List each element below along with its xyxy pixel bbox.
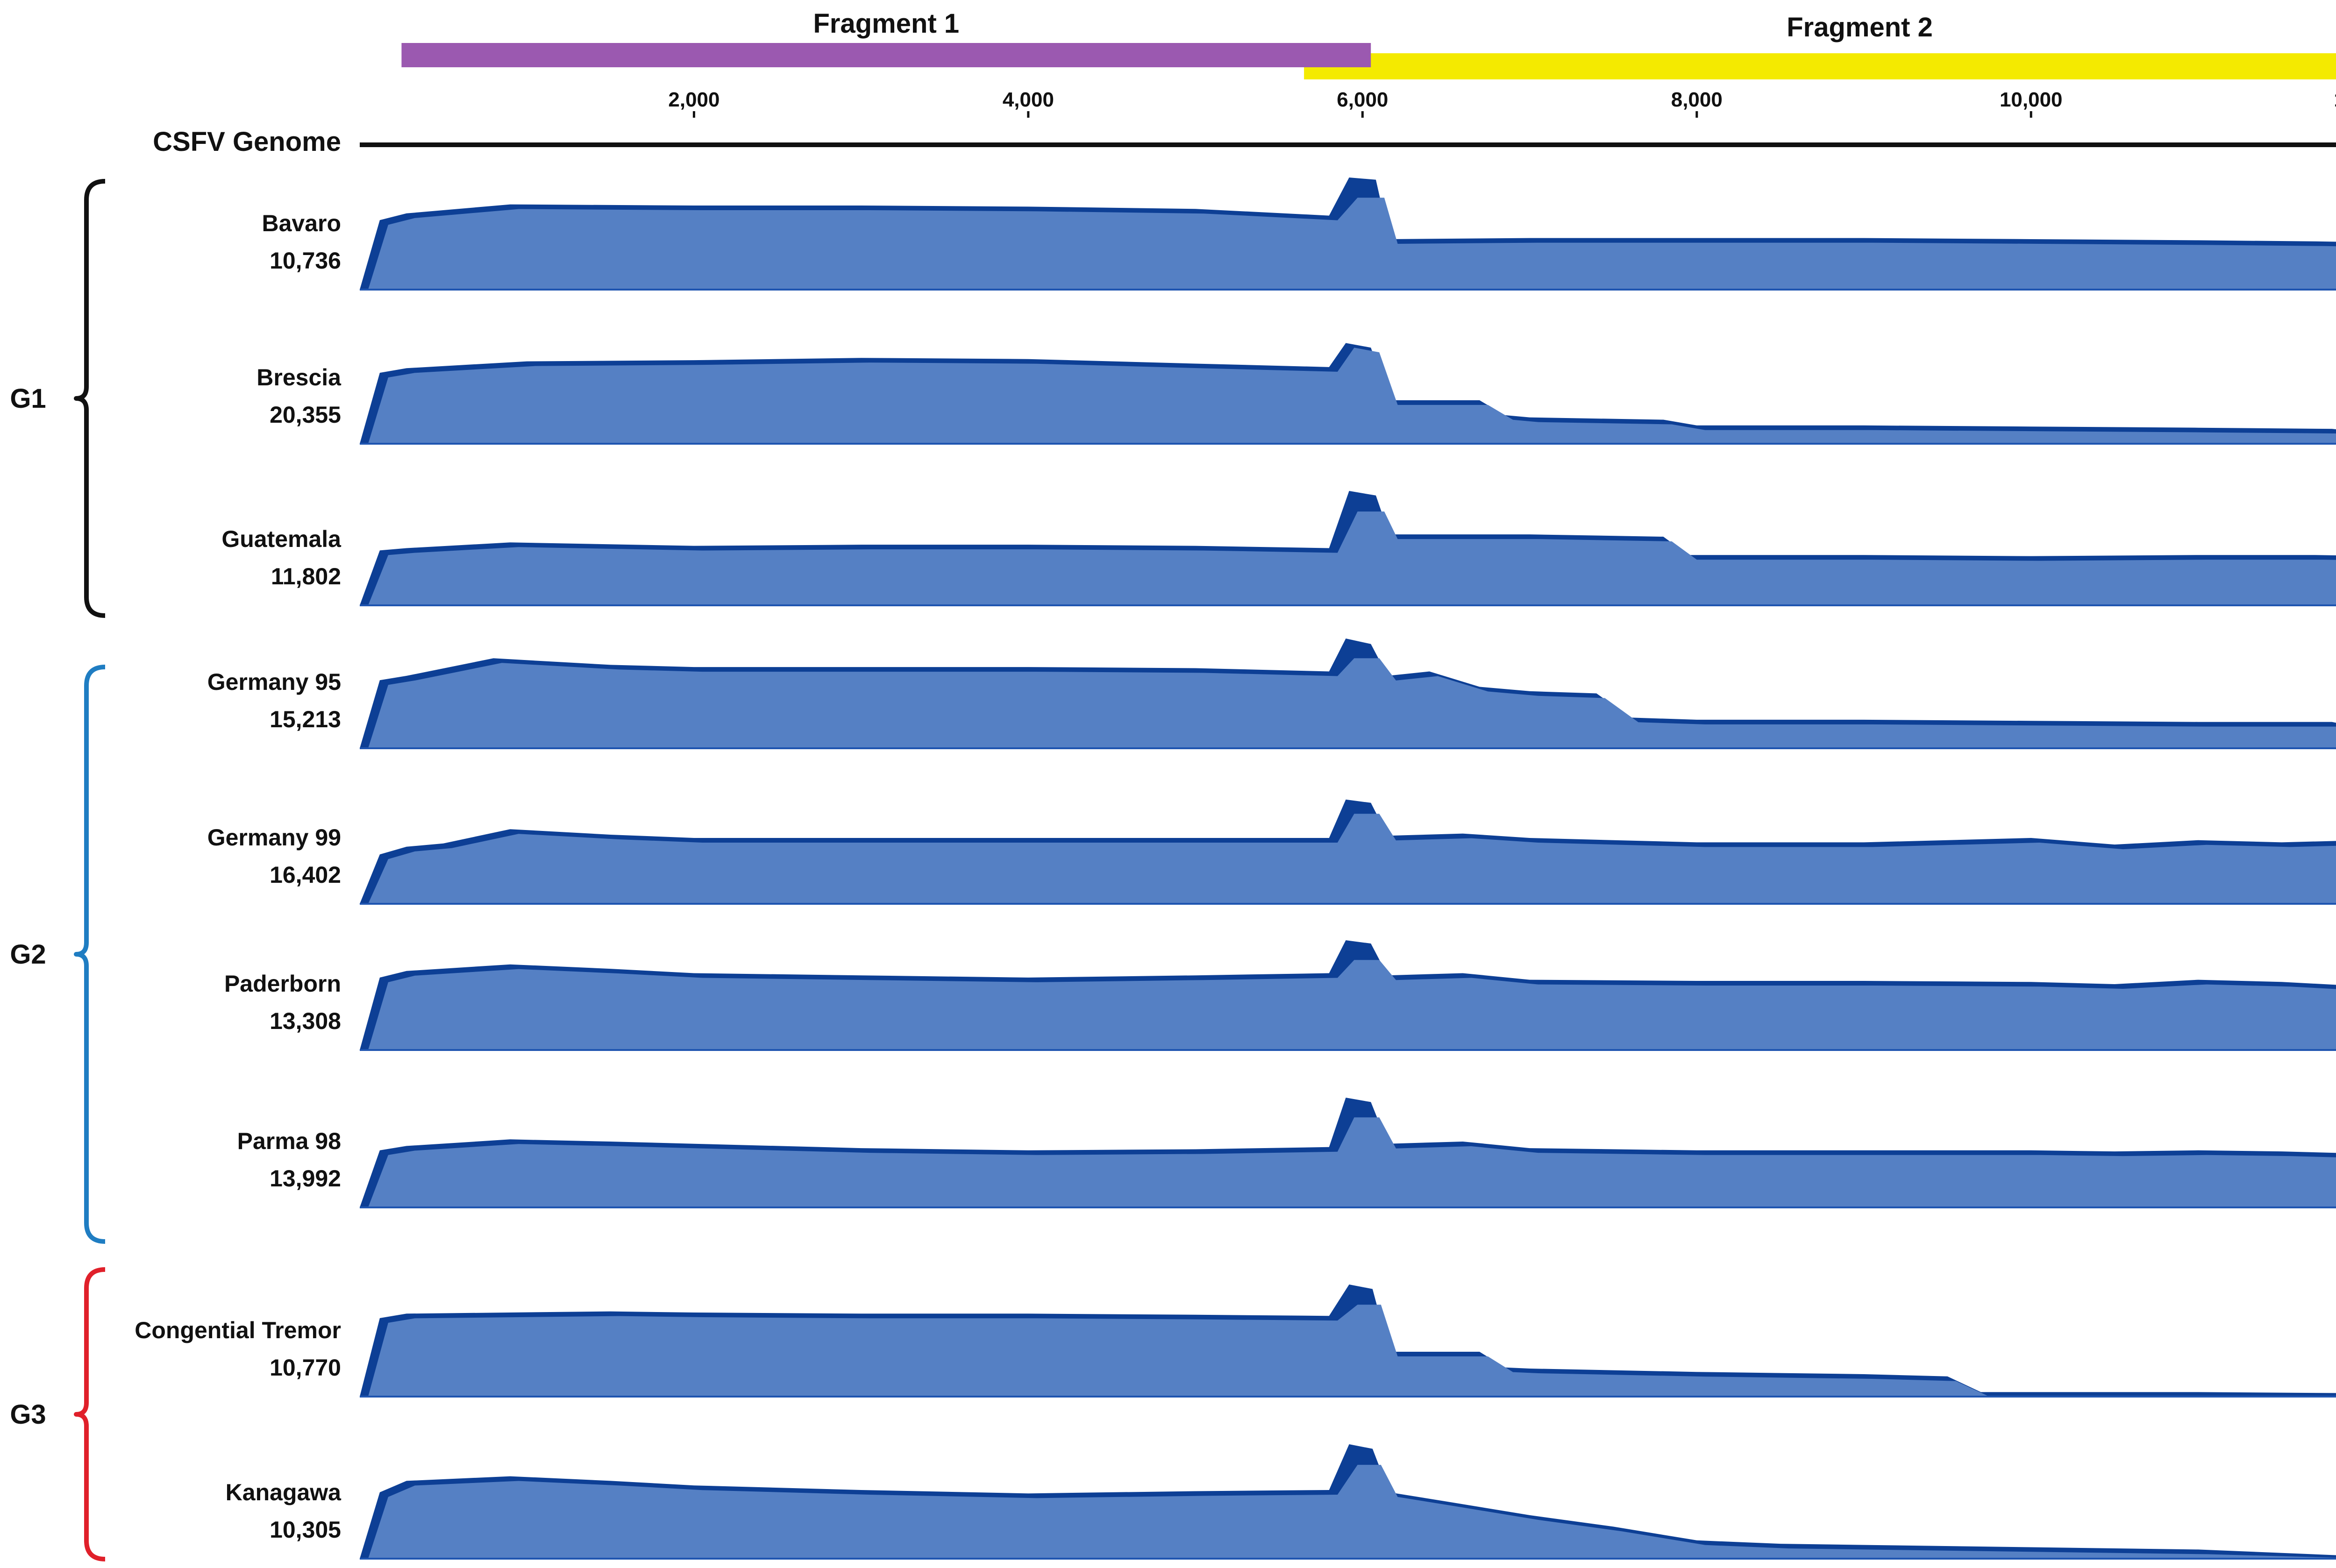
group-bracket-g3: G3: [10, 1267, 106, 1561]
coverage-area-guatemala: [368, 511, 2336, 605]
fragment-bar-1: [401, 43, 1371, 67]
x-tick-label: 6,000: [1337, 88, 1388, 111]
group-label-g1: G1: [10, 383, 46, 414]
sample-name-label: Congential Tremor: [135, 1317, 341, 1343]
fragment-label-1: Fragment 1: [813, 8, 960, 39]
track-brescia: Brescia 20,355: [256, 343, 2336, 445]
track-kanagawa: Kanagawa 10,305: [226, 1444, 2336, 1560]
read-count-label: 10,305: [270, 1517, 341, 1543]
read-count-label: 11,802: [271, 563, 341, 589]
read-count-label: 13,308: [270, 1008, 341, 1034]
series-layer: Bavaro 10,736 Brescia 20,355 Guatemala 11,802…: [135, 177, 2336, 1560]
sample-name-label: Paderborn: [224, 971, 341, 997]
read-count-label: 10,770: [270, 1355, 341, 1381]
track-germany-99: Germany 99 16,402: [207, 799, 2336, 905]
coverage-area-germany-95: [368, 658, 2336, 748]
group-bracket-line: [74, 179, 106, 618]
group-bracket-g2: G2: [10, 665, 106, 1244]
x-tick-label: 12,000: [2334, 88, 2336, 111]
track-bavaro: Bavaro 10,736: [262, 177, 2336, 291]
sample-name-label: Kanagawa: [226, 1479, 342, 1505]
sample-name-label: Germany 99: [207, 824, 341, 851]
fragment-label-2: Fragment 2: [1787, 12, 1933, 43]
read-count-label: 15,213: [270, 706, 341, 732]
x-tick-label: 2,000: [668, 88, 719, 111]
track-germany-95: Germany 95 15,213: [207, 639, 2336, 749]
coverage-area-kanagawa: [368, 1465, 2336, 1559]
x-tick-label: 4,000: [1003, 88, 1054, 111]
x-tick-label: 8,000: [1671, 88, 1723, 111]
read-count-label: 20,355: [270, 402, 341, 428]
sample-name-label: Parma 98: [237, 1128, 341, 1154]
coverage-area-parma-98: [368, 1117, 2336, 1207]
read-count-label: 16,402: [270, 862, 341, 888]
track-paderborn: Paderborn 13,308: [224, 940, 2336, 1051]
sample-name-label: Guatemala: [221, 526, 342, 552]
read-count-label: 10,736: [270, 248, 341, 274]
track-guatemala: Guatemala 11,802: [221, 491, 2336, 606]
coverage-area-brescia: [368, 348, 2336, 444]
coverage-area-bavaro: [368, 198, 2336, 290]
genome-axis: CSFV Genome 2,000 4,000 6,000 8,000 10,000 12…: [153, 88, 2336, 157]
genome-axis-label: CSFV Genome: [153, 127, 341, 157]
sample-name-label: Brescia: [256, 364, 342, 390]
group-bracket-line: [74, 665, 106, 1244]
group-label-g2: G2: [10, 939, 46, 970]
track-congential-tremor: Congential Tremor 10,770: [135, 1284, 2336, 1398]
fragment-bar-2: [1304, 53, 2336, 79]
fragments-layer: Fragment 1 Fragment 2: [401, 8, 2336, 79]
group-bracket-line: [74, 1267, 106, 1561]
coverage-area-germany-99: [368, 814, 2336, 904]
track-parma-98: Parma 98 13,992: [237, 1098, 2336, 1208]
coverage-area-congential-tremor: [368, 1305, 2336, 1397]
coverage-area-paderborn: [368, 960, 2336, 1050]
group-bracket-g1: G1: [10, 179, 106, 618]
sample-name-label: Bavaro: [262, 210, 341, 236]
groups-layer: G1 G2 G3: [10, 179, 106, 1561]
group-label-g3: G3: [10, 1399, 46, 1430]
read-count-label: 13,992: [270, 1165, 341, 1192]
sample-name-label: Germany 95: [207, 669, 341, 695]
x-tick-label: 10,000: [2000, 88, 2063, 111]
